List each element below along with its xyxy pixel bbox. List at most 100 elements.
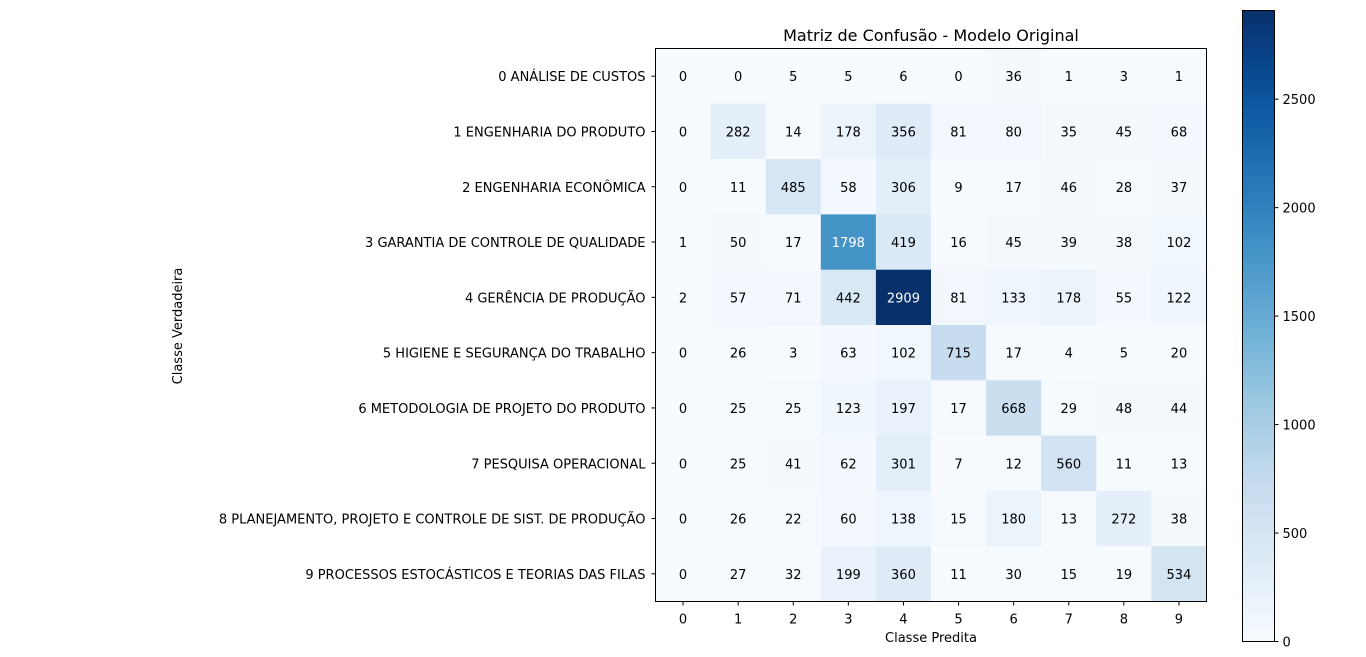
- heatmap-cell: [655, 214, 712, 271]
- heatmap-cell: [1041, 435, 1097, 492]
- heatmap-cell: [1096, 435, 1152, 492]
- y-tick-label: 2 ENGENHARIA ECONÔMICA: [462, 180, 646, 196]
- heatmap-cell: [986, 325, 1042, 381]
- cell-value-label: 30: [1005, 568, 1022, 583]
- heatmap-cell: [710, 546, 767, 602]
- heatmap-cell: [1151, 159, 1207, 215]
- colorbar-tick-label: 1500: [1283, 310, 1316, 325]
- cell-value-label: 17: [950, 402, 967, 417]
- heatmap-cell: [655, 159, 712, 215]
- colorbar-ticks: 0 500 1000 1500 2000 2500: [1274, 93, 1316, 651]
- cell-value-label: 419: [891, 236, 916, 251]
- y-tick-label: 7 PESQUISA OPERACIONAL: [471, 457, 646, 472]
- cell-value-label: 26: [730, 347, 747, 362]
- heatmap-cell: [931, 103, 987, 160]
- heatmap-cell: [1096, 103, 1152, 160]
- heatmap-cell: [710, 325, 767, 381]
- cell-value-label: 48: [1116, 402, 1133, 417]
- cell-value-label: 19: [1116, 568, 1133, 583]
- cell-value-label: 36: [1005, 70, 1022, 85]
- cell-value-label: 0: [679, 568, 687, 583]
- y-tick-label: 3 GARANTIA DE CONTROLE DE QUALIDADE: [365, 236, 645, 251]
- heatmap-cell: [765, 269, 822, 326]
- heatmap-cell: [655, 435, 712, 492]
- heatmap-cell: [1151, 490, 1207, 547]
- heatmap-cell: [1041, 103, 1097, 160]
- y-tick-label: 6 METODOLOGIA DE PROJETO DO PRODUTO: [358, 402, 645, 417]
- cell-value-label: 485: [781, 181, 806, 196]
- cell-value-label: 102: [1167, 236, 1192, 251]
- plot-frame: [655, 48, 1207, 602]
- heatmap-cell: [1096, 490, 1152, 547]
- cell-value-label: 45: [1005, 236, 1022, 251]
- heatmap-cell: [1151, 48, 1207, 105]
- cell-value-label: 25: [730, 457, 747, 472]
- heatmap-cell: [986, 103, 1042, 160]
- heatmap-cell: [1151, 103, 1207, 160]
- heatmap-cell: [820, 435, 877, 492]
- cell-value-label: 81: [950, 125, 967, 140]
- x-tick-label: 9: [1175, 613, 1183, 628]
- x-axis-label: Classe Predita: [885, 631, 977, 646]
- heatmap-cell: [1151, 435, 1207, 492]
- cell-value-label: 27: [730, 568, 747, 583]
- heatmap-cell: [1041, 269, 1097, 326]
- heatmap-cell: [931, 435, 987, 492]
- heatmap-cell: [986, 435, 1042, 492]
- heatmap-cell: [931, 380, 987, 437]
- cell-value-label: 58: [840, 181, 857, 196]
- cell-value-label: 0: [679, 181, 687, 196]
- heatmap-cell: [1096, 48, 1152, 105]
- cell-value-label: 272: [1111, 513, 1136, 528]
- heatmap-cell: [875, 214, 932, 271]
- chart-title: Matriz de Confusão - Modelo Original: [783, 26, 1079, 45]
- cell-value-label: 122: [1167, 291, 1192, 306]
- cell-value-label: 12: [1005, 457, 1022, 472]
- cell-value-label: 37: [1171, 181, 1188, 196]
- cell-value-label: 81: [950, 291, 967, 306]
- cell-value-label: 0: [679, 402, 687, 417]
- cell-value-label: 20: [1171, 347, 1188, 362]
- heatmap-cell: [1096, 380, 1152, 437]
- heatmap-cell: [1151, 269, 1207, 326]
- heatmap-cell: [820, 269, 877, 326]
- cell-value-label: 5: [1120, 347, 1128, 362]
- cell-value-label: 356: [891, 125, 916, 140]
- colorbar: [1242, 10, 1275, 642]
- heatmap-cell: [820, 48, 877, 105]
- heatmap-cell: [655, 48, 712, 105]
- cell-value-label: 715: [946, 347, 971, 362]
- heatmap-cell: [765, 48, 822, 105]
- heatmap-cell: [1096, 546, 1152, 602]
- heatmap-cell: [1096, 325, 1152, 381]
- heatmap-cell: [875, 546, 932, 602]
- heatmap-cell: [986, 159, 1042, 215]
- heatmap-cell: [1096, 269, 1152, 326]
- cell-value-label: 1798: [832, 236, 865, 251]
- cell-value-label: 55: [1116, 291, 1133, 306]
- cell-value-label: 63: [840, 347, 857, 362]
- x-axis-ticks: 0 1 2 3 4 5 6 7 8 9: [679, 601, 1183, 628]
- cell-value-label: 62: [840, 457, 857, 472]
- heatmap-cell: [820, 103, 877, 160]
- heatmap-cell: [765, 435, 822, 492]
- x-tick-label: 1: [734, 613, 742, 628]
- colorbar-tick-label: 2500: [1283, 93, 1316, 108]
- cell-value-label: 13: [1060, 513, 1077, 528]
- cell-value-label: 11: [730, 181, 747, 196]
- heatmap-cell: [655, 325, 712, 381]
- y-tick-label: 5 HIGIENE E SEGURANÇA DO TRABALHO: [383, 347, 646, 362]
- x-tick-label: 2: [789, 613, 797, 628]
- heatmap-cell: [1041, 490, 1097, 547]
- cell-value-label: 71: [785, 291, 802, 306]
- heatmap-cell: [765, 103, 822, 160]
- heatmap-cell: [765, 159, 822, 215]
- cell-value-label: 38: [1171, 513, 1188, 528]
- heatmap-cell: [1041, 159, 1097, 215]
- heatmap-cell: [1096, 214, 1152, 271]
- heatmap-cell: [765, 325, 822, 381]
- heatmap-cell: [931, 546, 987, 602]
- cell-value-label: 560: [1056, 457, 1081, 472]
- cell-value-label: 138: [891, 513, 916, 528]
